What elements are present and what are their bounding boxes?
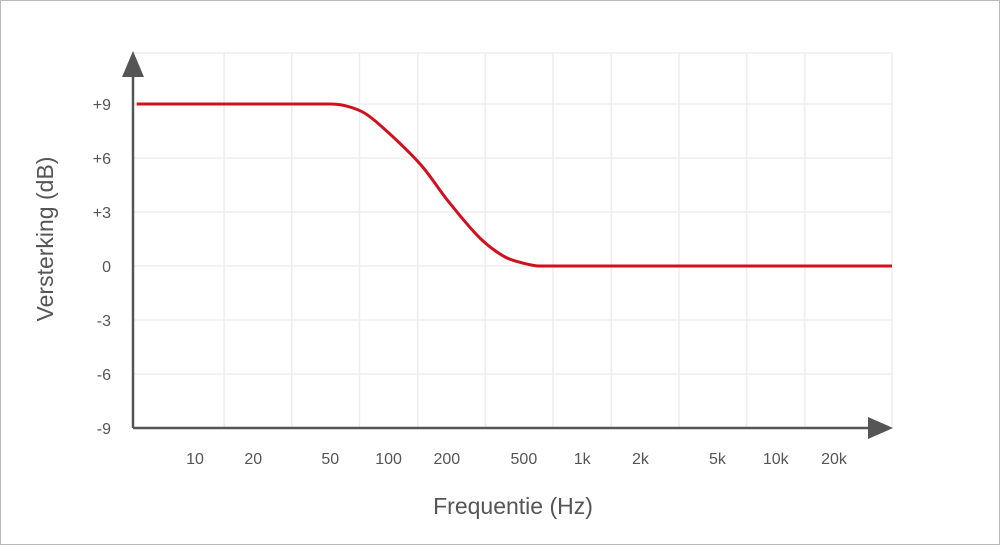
x-tick-label: 100	[375, 451, 402, 468]
x-tick-label: 200	[433, 451, 460, 468]
response-curve	[136, 102, 892, 268]
y-tick-labels: +9 +6 +3 0 -3 -6 -9	[93, 97, 111, 438]
axes	[122, 51, 893, 439]
x-tick-label: 1k	[574, 451, 592, 468]
x-tick-label: 20k	[821, 451, 848, 468]
y-tick-label: -9	[97, 421, 111, 438]
y-tick-label: +6	[93, 151, 111, 168]
x-tick-label: 500	[511, 451, 538, 468]
plot-area-border	[132, 52, 893, 429]
curve-layer	[136, 102, 892, 268]
y-tick-label: -6	[97, 367, 111, 384]
x-tick-label: 50	[321, 451, 339, 468]
x-tick-label: 10	[186, 451, 204, 468]
y-axis-arrowhead	[122, 51, 144, 77]
x-tick-label: 5k	[709, 451, 727, 468]
y-axis-title: Versterking (dB)	[32, 157, 58, 322]
x-axis-arrowhead	[868, 417, 893, 439]
grid	[132, 52, 893, 429]
x-tick-label: 10k	[763, 451, 790, 468]
x-axis-title: Frequentie (Hz)	[433, 493, 593, 519]
y-tick-label: +9	[93, 97, 111, 114]
x-tick-label: 2k	[632, 451, 650, 468]
y-tick-label: -3	[97, 313, 111, 330]
y-tick-label: 0	[102, 259, 111, 276]
y-tick-label: +3	[93, 205, 111, 222]
x-tick-labels: 10 20 50 100 200 500 1k 2k 5k 10k 20k	[186, 451, 848, 468]
x-tick-label: 20	[244, 451, 262, 468]
